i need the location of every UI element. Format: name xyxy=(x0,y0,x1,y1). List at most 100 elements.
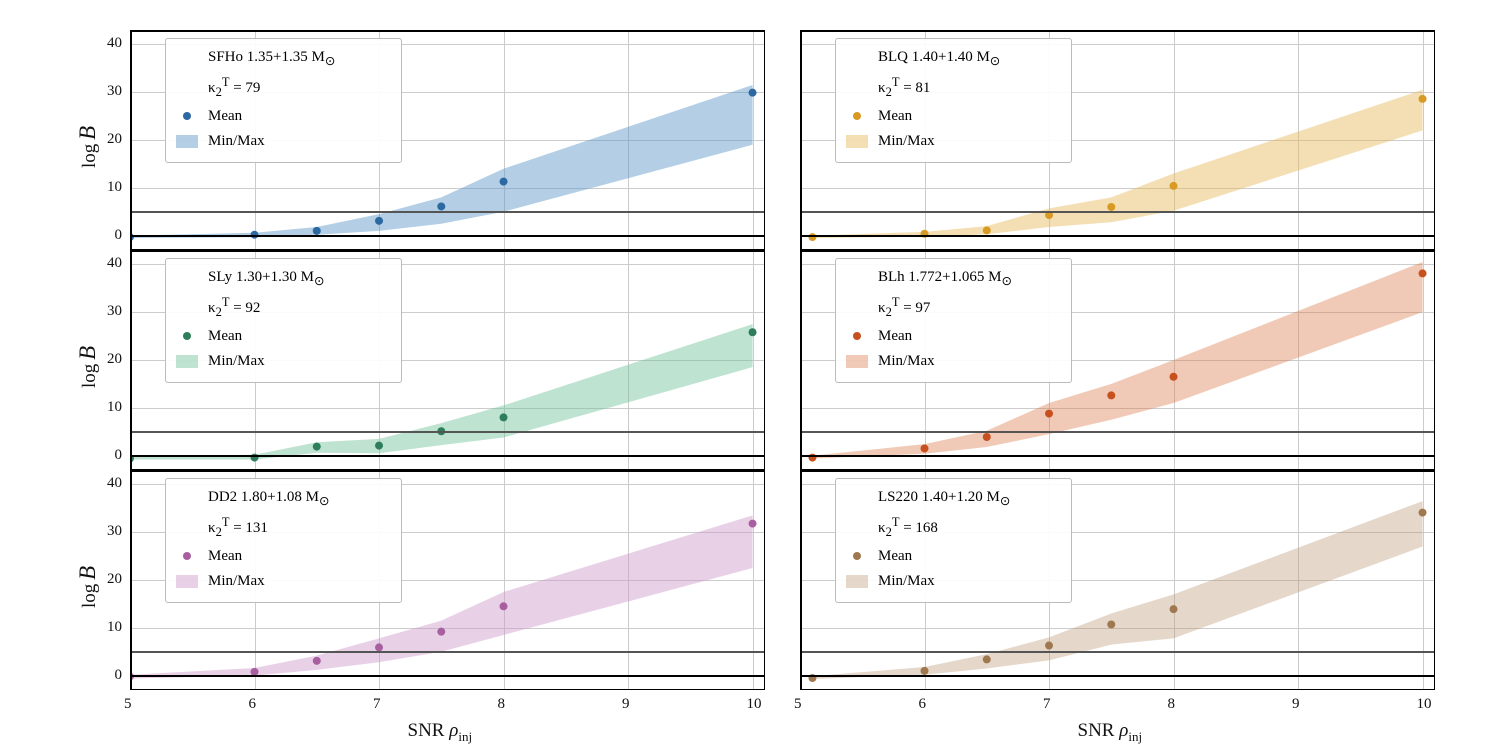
mean-point xyxy=(1045,410,1053,418)
ytick-label: 10 xyxy=(107,399,122,416)
mean-point xyxy=(1419,269,1427,277)
legend-mean: Mean xyxy=(846,544,1061,569)
mean-point xyxy=(1170,605,1178,613)
mean-point xyxy=(1107,391,1115,399)
axis-top xyxy=(800,470,1435,472)
legend-kappa-text: κ2T = 92 xyxy=(208,293,260,322)
legend-swatch-icon xyxy=(176,575,198,588)
legend-title: BLQ 1.40+1.40 M⊙ xyxy=(846,45,1061,72)
axis-right xyxy=(1434,470,1436,690)
xtick-label: 8 xyxy=(498,696,506,713)
ytick-label: 40 xyxy=(107,255,122,272)
xtick-label: 10 xyxy=(747,696,762,713)
panel-0-0: SFHo 1.35+1.35 M⊙κ2T = 79MeanMin/Max xyxy=(130,30,765,250)
axis-left xyxy=(800,470,802,690)
legend-title-text: BLQ 1.40+1.40 M⊙ xyxy=(878,46,1000,71)
mean-point xyxy=(1170,182,1178,190)
ytick-label: 20 xyxy=(107,571,122,588)
ref-line-5 xyxy=(800,431,1435,433)
legend-kappa: κ2T = 97 xyxy=(846,292,1061,323)
xtick-label: 7 xyxy=(1043,696,1051,713)
axis-right xyxy=(764,250,766,470)
legend-kappa-text: κ2T = 131 xyxy=(208,513,268,542)
axis-left xyxy=(800,250,802,470)
ytick-label: 30 xyxy=(107,83,122,100)
legend-title-text: DD2 1.80+1.08 M⊙ xyxy=(208,486,329,511)
ytick-label: 30 xyxy=(107,303,122,320)
xtick-label: 9 xyxy=(622,696,630,713)
legend-minmax-label: Min/Max xyxy=(208,130,265,153)
mean-point xyxy=(1045,642,1053,650)
axis-right xyxy=(1434,250,1436,470)
legend-minmax: Min/Max xyxy=(846,569,1061,594)
axis-bottom xyxy=(130,689,765,691)
legend-title-text: BLh 1.772+1.065 M⊙ xyxy=(878,266,1012,291)
panel-2-1: LS220 1.40+1.20 M⊙κ2T = 168 MeanMin/Max xyxy=(800,470,1435,690)
panel-0-1: BLQ 1.40+1.40 M⊙κ2T = 81 MeanMin/Max xyxy=(800,30,1435,250)
ref-line-5 xyxy=(130,431,765,433)
legend-mean-label: Mean xyxy=(208,545,242,568)
xtick-label: 8 xyxy=(1168,696,1176,713)
axis-top xyxy=(130,250,765,252)
panel-1-1: BLh 1.772+1.065 M⊙κ2T = 97 MeanMin/Max xyxy=(800,250,1435,470)
x-axis-label: SNR ρinj xyxy=(408,720,473,745)
legend-dot-icon xyxy=(183,552,191,560)
axis-top xyxy=(130,30,765,32)
y-axis-label: log B xyxy=(75,566,101,608)
ref-line-0 xyxy=(800,235,1435,237)
ref-line-0 xyxy=(130,455,765,457)
legend-swatch-icon xyxy=(846,575,868,588)
ytick-label: 0 xyxy=(115,667,123,684)
ref-line-0 xyxy=(130,235,765,237)
axis-top xyxy=(130,470,765,472)
axis-top xyxy=(800,250,1435,252)
panel-2-0: DD2 1.80+1.08 M⊙κ2T = 131MeanMin/Max xyxy=(130,470,765,690)
panel-1-0: SLy 1.30+1.30 M⊙κ2T = 92MeanMin/Max xyxy=(130,250,765,470)
legend-minmax-label: Min/Max xyxy=(878,130,935,153)
legend-kappa-text: κ2T = 97 xyxy=(878,293,930,322)
legend-mean-label: Mean xyxy=(878,325,912,348)
legend-swatch-icon xyxy=(846,355,868,368)
mean-point xyxy=(1107,620,1115,628)
legend-swatch-icon xyxy=(176,135,198,148)
legend: SFHo 1.35+1.35 M⊙κ2T = 79MeanMin/Max xyxy=(165,38,402,163)
legend-kappa-text: κ2T = 168 xyxy=(878,513,938,542)
legend-swatch-icon xyxy=(176,355,198,368)
legend-kappa-text: κ2T = 79 xyxy=(208,73,260,102)
legend-mean-label: Mean xyxy=(878,105,912,128)
axis-right xyxy=(1434,30,1436,250)
ref-line-5 xyxy=(130,211,765,213)
legend-dot-icon xyxy=(853,332,861,340)
legend-dot-icon xyxy=(853,552,861,560)
axis-right xyxy=(764,470,766,690)
y-axis-label: log B xyxy=(75,346,101,388)
legend-minmax: Min/Max xyxy=(846,349,1061,374)
legend-minmax: Min/Max xyxy=(176,129,391,154)
legend-kappa: κ2T = 81 xyxy=(846,72,1061,103)
figure-root: SFHo 1.35+1.35 M⊙κ2T = 79MeanMin/Max0102… xyxy=(0,0,1500,750)
legend: LS220 1.40+1.20 M⊙κ2T = 168 MeanMin/Max xyxy=(835,478,1072,603)
xtick-label: 9 xyxy=(1292,696,1300,713)
legend-kappa-text: κ2T = 81 xyxy=(878,73,930,102)
legend-dot-icon xyxy=(183,332,191,340)
legend-title: DD2 1.80+1.08 M⊙ xyxy=(176,485,391,512)
mean-point xyxy=(1419,95,1427,103)
mean-point xyxy=(983,655,991,663)
xtick-label: 7 xyxy=(373,696,381,713)
ref-line-0 xyxy=(800,455,1435,457)
legend: DD2 1.80+1.08 M⊙κ2T = 131MeanMin/Max xyxy=(165,478,402,603)
mean-point xyxy=(313,657,321,665)
mean-point xyxy=(749,328,757,336)
legend-mean-label: Mean xyxy=(208,105,242,128)
mean-point xyxy=(500,602,508,610)
legend-mean: Mean xyxy=(176,324,391,349)
legend: BLQ 1.40+1.40 M⊙κ2T = 81 MeanMin/Max xyxy=(835,38,1072,163)
legend-title: LS220 1.40+1.20 M⊙ xyxy=(846,485,1061,512)
ytick-label: 20 xyxy=(107,351,122,368)
legend-dot-icon xyxy=(183,112,191,120)
mean-point xyxy=(313,443,321,451)
ref-line-0 xyxy=(130,675,765,677)
xtick-label: 5 xyxy=(794,696,802,713)
legend-title: SLy 1.30+1.30 M⊙ xyxy=(176,265,391,292)
legend-mean-label: Mean xyxy=(878,545,912,568)
